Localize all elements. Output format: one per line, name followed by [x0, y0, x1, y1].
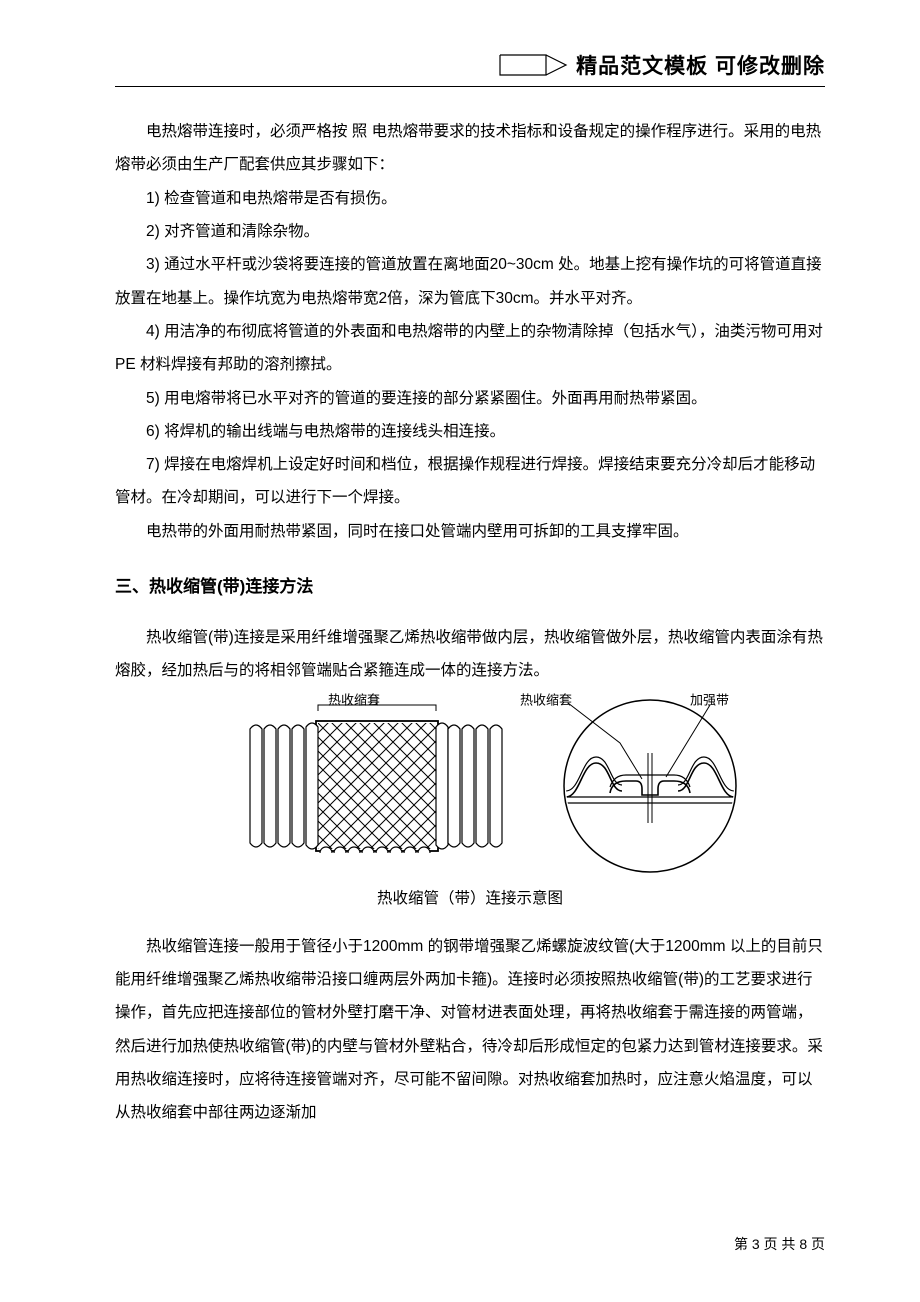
diagram-container: 热收缩套 [115, 693, 825, 878]
list-item-4: 4) 用洁净的布彻底将管道的外表面和电热熔带的内壁上的杂物清除掉（包括水气），油… [115, 315, 825, 382]
paragraph: 电热带的外面用耐热带紧固，同时在接口处管端内壁用可拆卸的工具支撑牢固。 [115, 515, 825, 548]
arrow-icon [498, 53, 568, 77]
section-heading-3: 三、热收缩管(带)连接方法 [115, 572, 825, 603]
paragraph: 电热熔带连接时，必须严格按 照 电热熔带要求的技术指标和设备规定的操作程序进行。… [115, 115, 825, 182]
document-body: 电热熔带连接时，必须严格按 照 电热熔带要求的技术指标和设备规定的操作程序进行。… [115, 115, 825, 1129]
list-item-1: 1) 检查管道和电热熔带是否有损伤。 [115, 182, 825, 215]
diagram-label-left: 热收缩套 [328, 693, 380, 708]
page-header: 精品范文模板 可修改删除 [115, 50, 825, 87]
diagram-caption: 热收缩管（带）连接示意图 [115, 882, 825, 915]
list-item-3: 3) 通过水平杆或沙袋将要连接的管道放置在离地面20~30cm 处。地基上挖有操… [115, 248, 825, 315]
heat-shrink-diagram: 热收缩套 [190, 693, 750, 878]
list-item-6: 6) 将焊机的输出线端与电热熔带的连接线头相连接。 [115, 415, 825, 448]
list-item-7: 7) 焊接在电熔焊机上设定好时间和档位，根据操作规程进行焊接。焊接结束要充分冷却… [115, 448, 825, 515]
page-footer: 第 3 页 共 8 页 [734, 1234, 825, 1254]
diagram-label-mid: 热收缩套 [520, 693, 572, 708]
paragraph: 热收缩管连接一般用于管径小于1200mm 的钢带增强聚乙烯螺旋波纹管(大于120… [115, 930, 825, 1130]
list-item-2: 2) 对齐管道和清除杂物。 [115, 215, 825, 248]
header-title: 精品范文模板 可修改删除 [576, 50, 825, 80]
paragraph: 热收缩管(带)连接是采用纤维增强聚乙烯热收缩带做内层，热收缩管做外层，热收缩管内… [115, 621, 825, 688]
list-item-5: 5) 用电熔带将已水平对齐的管道的要连接的部分紧紧圈住。外面再用耐热带紧固。 [115, 382, 825, 415]
